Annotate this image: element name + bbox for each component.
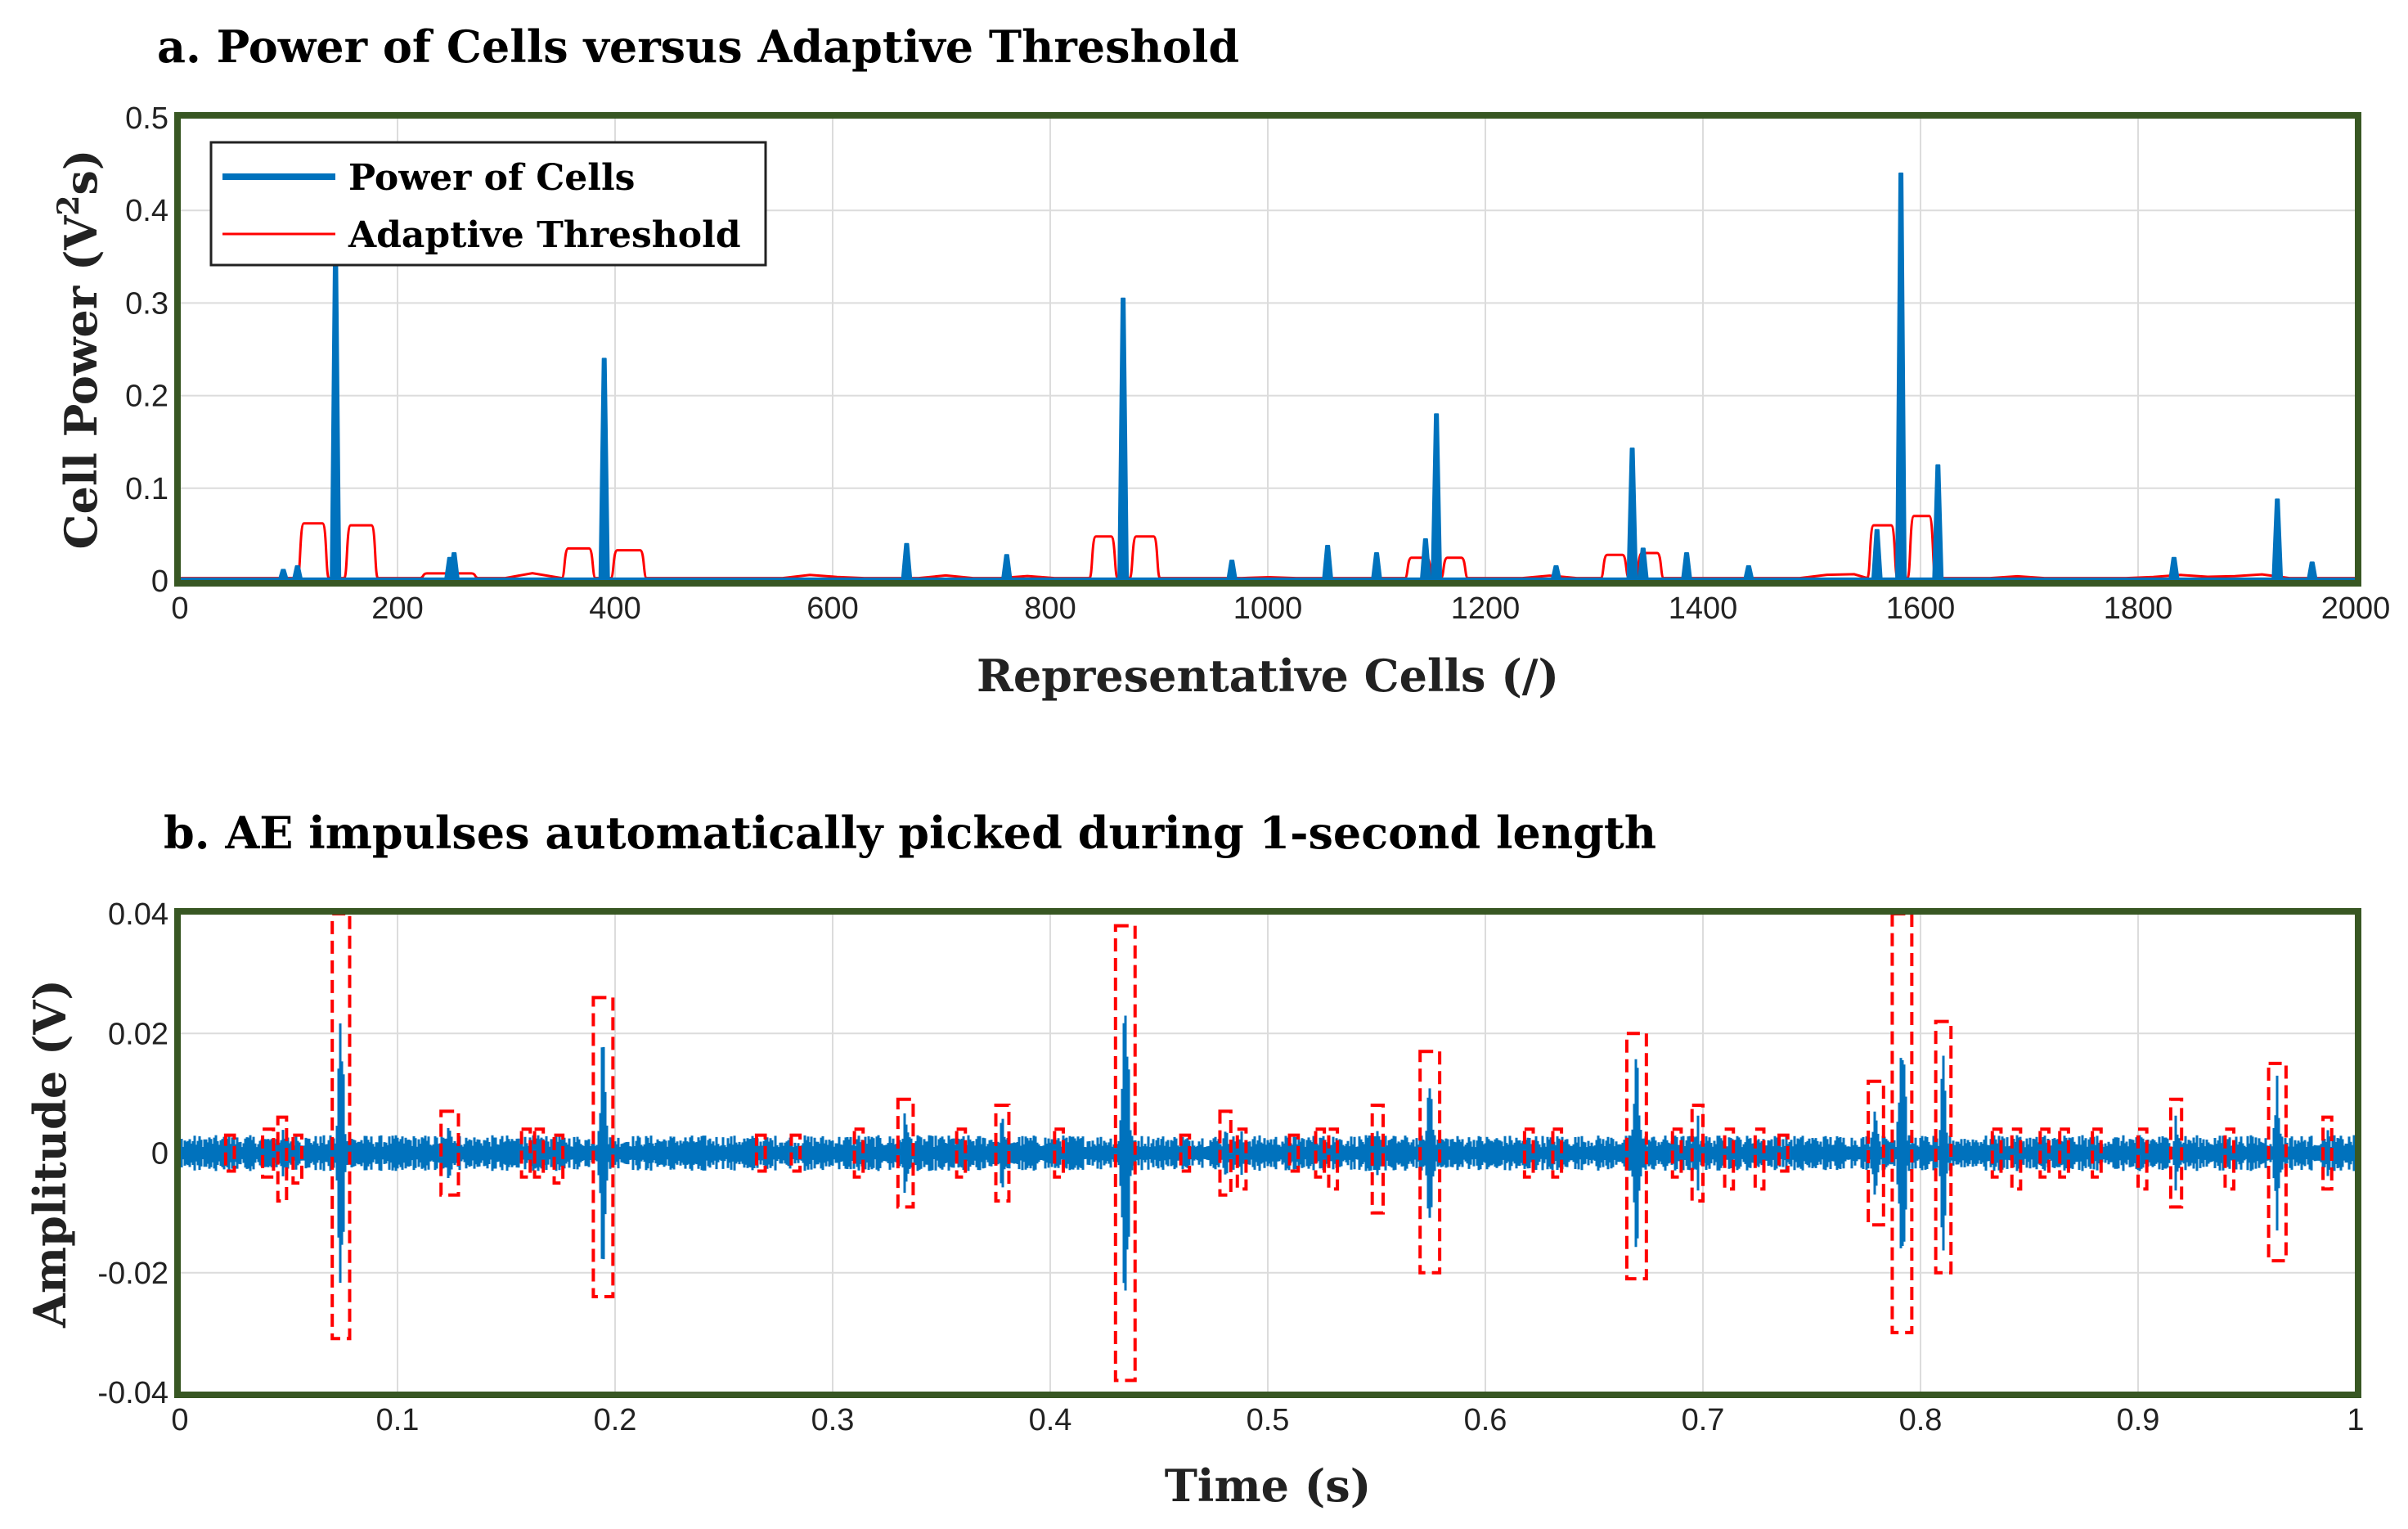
panel-b-xtick-label: 0.1 <box>376 1403 420 1437</box>
picked-impulse-window <box>2038 1127 2051 1179</box>
panel-a-xtick-label: 2000 <box>2321 591 2391 626</box>
picked-impulse-window <box>1287 1133 1301 1173</box>
legend-label-power: Power of Cells <box>348 157 635 199</box>
panel-a-legend: Power of Cells Adaptive Threshold <box>209 141 767 267</box>
panel-a-xtick-label: 1200 <box>1451 591 1521 626</box>
panel-a-ytick-label: 0.3 <box>125 286 168 321</box>
picked-impulse-window <box>1179 1133 1192 1173</box>
panel-a-ytick-label: 0.2 <box>125 380 168 414</box>
picked-impulse-window <box>2223 1127 2236 1191</box>
picked-impulse-window <box>789 1133 802 1173</box>
picked-impulse-window <box>552 1133 565 1185</box>
panel-b-xtick-label: 0.5 <box>1247 1403 1290 1437</box>
picked-impulse-window <box>1670 1127 1683 1179</box>
picked-impulse-window <box>2321 1115 2334 1191</box>
picked-impulse-window <box>994 1104 1011 1203</box>
panel-a-frame <box>174 112 2361 587</box>
picked-impulse-window <box>1753 1127 1766 1191</box>
panel-a-xlabel: Representative Cells (/) <box>977 650 1559 702</box>
picked-impulse-window <box>261 1127 276 1179</box>
picked-impulse-window <box>1218 1109 1233 1197</box>
legend-box <box>209 141 767 267</box>
picked-impulse-window <box>1624 1032 1648 1281</box>
legend-label-threshold: Adaptive Threshold <box>348 214 741 256</box>
picked-impulse-window <box>1522 1127 1535 1179</box>
panel-a-xtick-label: 800 <box>1024 591 1076 626</box>
picked-impulse-window <box>955 1127 968 1179</box>
picked-impulse-window <box>1690 1104 1705 1203</box>
panel-b-xlabel: Time (s) <box>1165 1459 1372 1512</box>
panel-b-xtick-label: 0.7 <box>1682 1403 1725 1437</box>
picked-impulse-window <box>1113 924 1137 1383</box>
panel-b-ticks: 0 0.1 0.2 0.3 0.4 0.5 0.6 0.7 0.8 0.9 1 -0.04 -0.02 0… <box>97 897 2364 1437</box>
panel-a-ytick-label: 0.5 <box>125 101 168 136</box>
panel-a-xtick-label: 200 <box>371 591 423 626</box>
picked-impulse-window <box>852 1127 865 1179</box>
picked-impulse-window <box>1327 1127 1340 1191</box>
panel-a-ytick-label: 0.1 <box>125 472 168 506</box>
picked-impulse-window <box>519 1127 532 1179</box>
panel-a-ytick-label: 0.4 <box>125 194 168 228</box>
picked-impulse-window <box>2266 1061 2288 1263</box>
panel-b-ytick-label: 0.02 <box>108 1017 168 1051</box>
panel-b-xtick-label: 0.8 <box>1899 1403 1943 1437</box>
picked-impulse-window <box>1370 1104 1385 1215</box>
panel-b-frame <box>174 908 2361 1398</box>
picked-impulse-window <box>223 1133 236 1173</box>
picked-impulse-window <box>1418 1050 1442 1275</box>
picked-impulse-window <box>1867 1079 1885 1227</box>
picked-impulse-window <box>2136 1127 2149 1191</box>
panel-b-ytick-label: 0 <box>151 1137 168 1171</box>
picked-impulse-window <box>2091 1127 2103 1179</box>
panel-a-xtick-label: 600 <box>806 591 858 626</box>
picked-impulse-window <box>2058 1127 2070 1179</box>
picked-impulse-window <box>532 1127 546 1179</box>
panel-b-xtick-label: 0.4 <box>1029 1403 1072 1437</box>
picked-impulse-window <box>754 1133 767 1173</box>
panel-a-title: a. Power of Cells versus Adaptive Thresh… <box>157 20 1239 73</box>
panel-b-ylabel: Amplitude (V) <box>24 979 76 1329</box>
panel-a-xtick-label: 1600 <box>1886 591 1956 626</box>
panel-b-xtick-label: 0 <box>171 1403 188 1437</box>
panel-b-xtick-label: 0.9 <box>2117 1403 2160 1437</box>
picked-impulse-window <box>591 996 615 1298</box>
panel-b-ytick-label: -0.04 <box>97 1376 168 1410</box>
panel-b-xtick-label: 1 <box>2347 1403 2364 1437</box>
panel-b: b. AE impulses automatically picked duri… <box>24 807 2365 1512</box>
panel-a-ylabel-superscript: 2 <box>52 196 86 216</box>
panel-a-xtick-label: 1400 <box>1669 591 1738 626</box>
picked-impulse-window <box>2168 1097 2184 1209</box>
picked-impulse-window <box>1235 1127 1248 1191</box>
panel-b-ytick-label: 0.04 <box>108 897 168 932</box>
panel-a: a. Power of Cells versus Adaptive Thresh… <box>52 20 2390 702</box>
panel-a-xtick-label: 0 <box>171 591 188 626</box>
panel-b-xtick-label: 0.2 <box>594 1403 637 1437</box>
picked-impulse-window <box>1934 1019 1953 1275</box>
picked-impulse-window <box>276 1115 289 1203</box>
panel-a-ticks: 0 200 400 600 800 1000 1200 1400 1600 1800 2000 0 0.… <box>125 101 2390 626</box>
panel-a-xtick-label: 400 <box>589 591 640 626</box>
picked-impulse-window <box>291 1133 303 1185</box>
panel-b-title: b. AE impulses automatically picked duri… <box>164 807 1656 859</box>
panel-a-xtick-label: 1000 <box>1233 591 1303 626</box>
picked-impulse-window <box>1723 1127 1736 1191</box>
adaptive-threshold-line <box>179 515 2356 580</box>
picked-impulse-window <box>439 1109 460 1197</box>
panel-b-xtick-label: 0.6 <box>1464 1403 1507 1437</box>
picked-impulse-window <box>1551 1127 1564 1179</box>
panel-a-ytick-label: 0 <box>151 564 168 599</box>
picked-impulse-window <box>1777 1133 1790 1173</box>
picked-impulse-window <box>2010 1127 2023 1191</box>
panel-a-xtick-label: 1800 <box>2104 591 2173 626</box>
panel-b-ytick-label: -0.02 <box>97 1257 168 1291</box>
picked-impulse-window <box>1990 1127 2003 1179</box>
picked-impulse-window <box>896 1097 915 1209</box>
panel-b-xtick-label: 0.3 <box>811 1403 855 1437</box>
picked-impulse-window <box>1053 1127 1065 1179</box>
picked-impulse-window <box>1314 1127 1327 1179</box>
panel-a-ylabel: Cell Power (V2s) <box>52 150 107 550</box>
